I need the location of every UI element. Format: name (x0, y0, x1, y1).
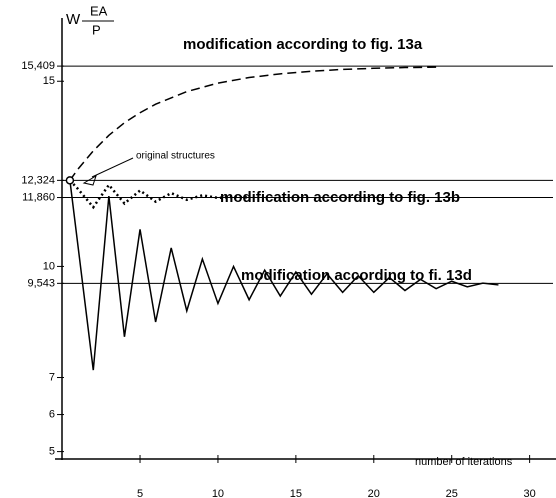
y-tick-label: 15,409 (21, 60, 55, 72)
y-label-denominator: P (92, 22, 101, 37)
x-label: number of iterations (415, 456, 513, 468)
y-tick-label: 9,543 (27, 277, 55, 289)
x-tick-label: 20 (368, 488, 380, 498)
series-label: modification according to fig. 13a (183, 36, 423, 53)
y-tick-label: 6 (49, 408, 55, 420)
series-line (69, 180, 499, 371)
y-label-symbol: W (66, 11, 81, 28)
y-tick-label: 10 (43, 260, 55, 272)
y-tick-label: 5 (49, 445, 55, 457)
annotation: original structures (136, 151, 215, 162)
x-tick-label: 30 (523, 488, 535, 498)
x-tick-label: 5 (137, 488, 143, 498)
series-line (69, 66, 437, 181)
x-tick-label: 10 (212, 488, 224, 498)
y-tick-label: 12,324 (21, 174, 55, 186)
y-tick-label: 7 (49, 371, 55, 383)
series-label: modification according to fi. 13d (241, 267, 472, 284)
y-tick-label: 11,860 (22, 191, 55, 203)
x-tick-label: 25 (446, 488, 458, 498)
annotation-arrow (91, 157, 134, 178)
series-line (68, 179, 250, 210)
series-label: modification according to fig. 13b (220, 189, 460, 206)
x-tick-label: 15 (290, 488, 302, 498)
y-tick-label: 15 (43, 75, 55, 87)
y-label-numerator: EA (90, 3, 108, 18)
start-marker (65, 176, 75, 185)
